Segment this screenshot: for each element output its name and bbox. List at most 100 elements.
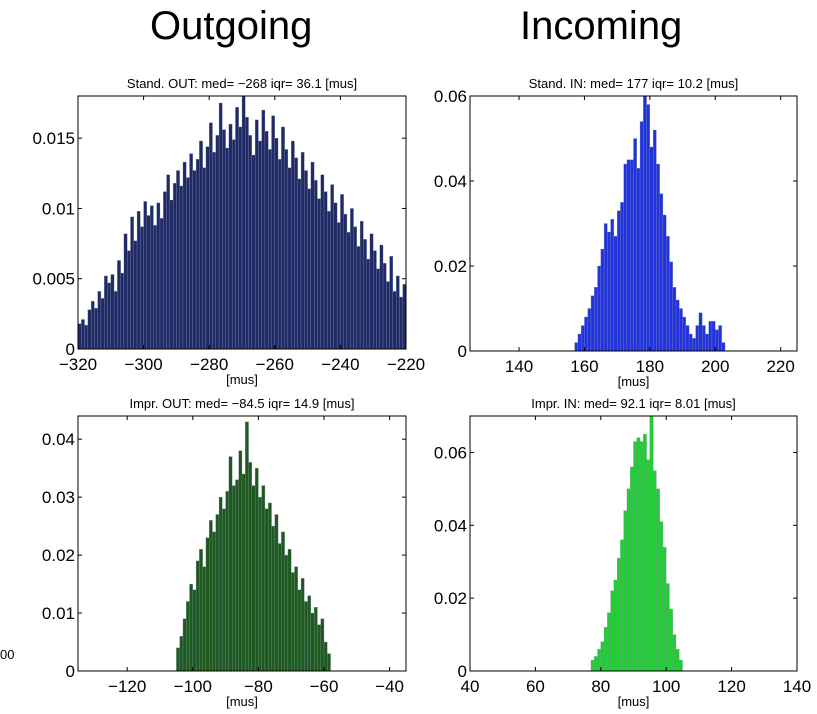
histogram-bar	[261, 485, 266, 672]
histogram-bar	[235, 107, 239, 350]
histogram-bar	[682, 316, 686, 352]
x-tick-label: −100	[174, 677, 212, 696]
histogram-bar	[189, 583, 193, 672]
y-tick-label: 0	[66, 340, 75, 359]
histogram-bar	[587, 308, 592, 352]
x-tick-label: 80	[591, 677, 610, 696]
chart-title: Stand. IN: med= 177 iqr= 10.2 [mus]	[529, 76, 739, 91]
histogram-bar	[392, 291, 397, 350]
histogram-bar	[679, 308, 683, 352]
histogram-bar	[212, 152, 216, 350]
histogram-bar	[574, 342, 579, 352]
histogram-bar	[603, 627, 608, 672]
histogram-bar	[652, 470, 657, 672]
y-tick-label: 0.02	[42, 546, 75, 565]
y-tick-label: 0.01	[42, 199, 75, 218]
histogram-bar	[94, 308, 98, 350]
axes-frame	[469, 415, 798, 672]
histogram-bar	[268, 502, 272, 672]
axes-frame	[469, 95, 798, 352]
histogram-bar	[202, 566, 207, 672]
histogram-bar	[672, 634, 677, 672]
histogram-bar	[274, 138, 279, 350]
y-tick-label: 0.06	[434, 443, 467, 462]
histogram-bar	[369, 233, 374, 350]
histogram-bar	[87, 309, 92, 350]
y-tick-label: 0.02	[434, 589, 467, 608]
histogram-bar	[649, 415, 654, 672]
histogram-bar	[251, 485, 256, 672]
histogram-bar	[195, 159, 200, 350]
histogram-bar	[600, 641, 605, 672]
x-tick-label: −260	[256, 355, 294, 374]
histogram-bar	[176, 647, 180, 672]
histogram-bar	[600, 248, 605, 352]
histogram-bar	[353, 226, 357, 350]
axes-frame	[77, 415, 407, 672]
histogram-bar	[379, 244, 384, 350]
histogram-bar	[679, 659, 683, 672]
histogram-bar	[327, 211, 331, 350]
histogram-bar	[281, 531, 285, 672]
histogram-bar	[659, 193, 664, 352]
histogram-bar	[202, 167, 207, 350]
x-axis-label: [mus]	[618, 374, 650, 389]
histogram-bar	[323, 191, 328, 350]
x-axis-label: [mus]	[618, 694, 650, 709]
histogram-bar	[271, 525, 275, 672]
x-tick-label: −40	[375, 677, 404, 696]
histogram-bar	[90, 301, 95, 350]
histogram-bar	[107, 282, 111, 350]
title-incoming: Incoming	[520, 4, 683, 48]
histogram-bar	[304, 601, 308, 672]
histogram-bar	[245, 421, 249, 672]
histogram-bar	[300, 578, 305, 672]
histogram-bar	[248, 135, 252, 350]
histogram-bar	[205, 537, 210, 672]
histogram-bar	[633, 441, 637, 672]
histogram-bar	[695, 325, 700, 352]
histogram-bar	[666, 583, 670, 672]
histogram-bar	[718, 325, 722, 352]
histogram-bar	[659, 521, 664, 672]
histogram-bar	[182, 161, 187, 350]
histogram-bar	[258, 496, 262, 672]
histogram-bar	[310, 161, 315, 350]
histogram-bar	[120, 272, 125, 350]
histogram-bar	[396, 275, 400, 350]
histogram-bar	[662, 546, 667, 672]
histogram-bar	[110, 274, 115, 350]
histogram-bar	[294, 157, 298, 350]
histogram-bar	[656, 163, 660, 352]
histogram-bar	[340, 194, 344, 350]
histogram-bar	[590, 295, 595, 352]
histogram-bar	[594, 287, 598, 352]
x-tick-label: 120	[717, 677, 745, 696]
histogram-bar	[294, 566, 298, 672]
x-axis-label: [mus]	[226, 372, 258, 387]
histogram-bar	[356, 246, 361, 350]
histogram-bar	[199, 549, 203, 672]
y-tick-label: 0	[66, 662, 75, 681]
histogram-bar	[277, 543, 282, 672]
histogram-bar	[590, 659, 595, 672]
y-tick-label: 0.01	[42, 604, 75, 623]
histogram-bar	[117, 260, 121, 350]
histogram-bar	[268, 149, 272, 350]
histogram-bar	[156, 202, 161, 350]
histogram-bar	[669, 261, 673, 352]
histogram-bar	[633, 138, 637, 352]
x-tick-label: −280	[190, 355, 228, 374]
histogram-bar	[271, 115, 275, 350]
histogram-bar	[636, 437, 641, 672]
histogram-bar	[688, 333, 693, 352]
histogram-bar	[314, 607, 318, 672]
histogram-bar	[199, 140, 203, 350]
histogram-bar	[172, 182, 177, 350]
histogram-bar	[702, 325, 706, 352]
x-tick-label: 160	[570, 357, 598, 376]
x-tick-label: 100	[652, 677, 680, 696]
histogram-bar	[215, 135, 220, 350]
histogram-bar	[584, 316, 588, 352]
histogram-bar	[143, 201, 148, 350]
